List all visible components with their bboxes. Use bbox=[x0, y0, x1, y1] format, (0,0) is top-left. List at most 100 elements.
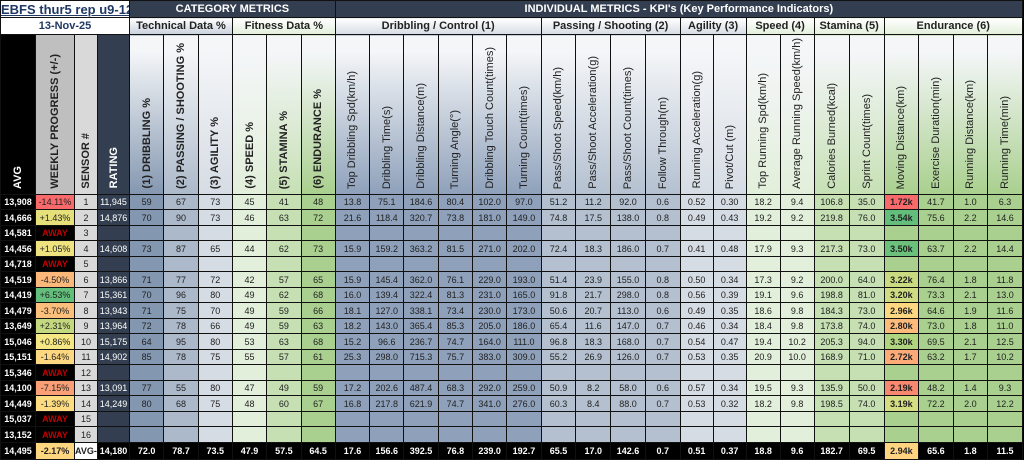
kpi-cell[interactable]: 12.5 bbox=[987, 333, 1023, 350]
kpi-cell[interactable]: 2.19k bbox=[883, 379, 920, 397]
kpi-cell[interactable]: 13.0 bbox=[987, 286, 1023, 304]
kpi-cell[interactable]: 41.7 bbox=[918, 193, 954, 211]
kpi-cell[interactable]: 12.2 bbox=[987, 395, 1023, 412]
kpi-cell[interactable]: 19.5 bbox=[745, 379, 781, 397]
group-header[interactable]: Fitness Data % bbox=[231, 17, 336, 35]
kpi-cell[interactable] bbox=[471, 426, 508, 443]
kpi-cell[interactable]: 0.51 bbox=[679, 441, 714, 460]
kpi-cell[interactable]: 271.0 bbox=[471, 240, 508, 257]
kpi-cell[interactable]: 15.9 bbox=[334, 271, 371, 288]
column-header[interactable]: RATING bbox=[96, 34, 131, 195]
group-header[interactable]: Speed (4) bbox=[745, 17, 815, 35]
kpi-cell[interactable] bbox=[506, 224, 542, 242]
kpi-cell[interactable]: 0.46 bbox=[679, 317, 714, 335]
category-score-cell[interactable] bbox=[129, 255, 165, 273]
kpi-cell[interactable]: 0.34 bbox=[712, 271, 747, 288]
rating-cell[interactable]: 13,964 bbox=[96, 317, 131, 335]
kpi-cell[interactable]: 186.0 bbox=[506, 317, 542, 335]
kpi-cell[interactable]: 76.1 bbox=[437, 271, 474, 288]
kpi-cell[interactable]: 16.0 bbox=[334, 286, 371, 304]
category-score-cell[interactable] bbox=[163, 224, 199, 242]
kpi-cell[interactable]: 17.9 bbox=[745, 240, 781, 257]
kpi-cell[interactable] bbox=[779, 224, 815, 242]
kpi-cell[interactable]: 8.4 bbox=[575, 395, 612, 412]
category-score-cell[interactable] bbox=[300, 410, 336, 428]
kpi-cell[interactable]: 156.6 bbox=[369, 441, 405, 460]
kpi-cell[interactable] bbox=[437, 224, 474, 242]
kpi-cell[interactable]: 11.8 bbox=[987, 271, 1023, 288]
sheet-title[interactable]: EBFS thur5 rep u9-12 bbox=[0, 0, 131, 18]
avg-cell[interactable]: 14,479 bbox=[0, 302, 36, 319]
category-score-cell[interactable] bbox=[163, 364, 199, 381]
sensor-cell[interactable]: 12 bbox=[74, 364, 98, 381]
kpi-cell[interactable]: 3.30k bbox=[883, 333, 920, 350]
sensor-cell[interactable]: 11 bbox=[74, 348, 98, 366]
kpi-cell[interactable]: 9.3 bbox=[779, 240, 815, 257]
kpi-cell[interactable] bbox=[437, 364, 474, 381]
kpi-cell[interactable]: 0.6 bbox=[644, 193, 681, 211]
kpi-cell[interactable]: 3.20k bbox=[883, 286, 920, 304]
category-score-cell[interactable] bbox=[163, 426, 199, 443]
kpi-cell[interactable]: 3.22k bbox=[883, 271, 920, 288]
weekly-progress-cell[interactable]: AWAY bbox=[35, 224, 75, 242]
kpi-cell[interactable]: 182.7 bbox=[813, 441, 850, 460]
kpi-cell[interactable] bbox=[712, 426, 747, 443]
kpi-cell[interactable] bbox=[575, 364, 612, 381]
column-header[interactable]: Sprint Count(times) bbox=[848, 34, 885, 195]
kpi-cell[interactable]: 1.72k bbox=[883, 193, 920, 211]
kpi-cell[interactable]: 8.2 bbox=[575, 379, 612, 397]
kpi-cell[interactable] bbox=[334, 410, 371, 428]
category-score-cell[interactable]: 64.5 bbox=[300, 441, 336, 460]
weekly-progress-cell[interactable]: -2.17% bbox=[35, 441, 75, 460]
kpi-cell[interactable]: 202.0 bbox=[506, 240, 542, 257]
sensor-cell[interactable]: 10 bbox=[74, 333, 98, 350]
kpi-cell[interactable]: 51.4 bbox=[540, 271, 577, 288]
category-score-cell[interactable] bbox=[197, 255, 233, 273]
kpi-cell[interactable] bbox=[813, 255, 850, 273]
kpi-cell[interactable] bbox=[644, 410, 681, 428]
kpi-cell[interactable]: 205.0 bbox=[471, 317, 508, 335]
kpi-cell[interactable]: 165.0 bbox=[506, 286, 542, 304]
category-score-cell[interactable]: 68 bbox=[300, 333, 336, 350]
weekly-progress-cell[interactable]: -1.39% bbox=[35, 395, 75, 412]
kpi-cell[interactable] bbox=[679, 410, 714, 428]
kpi-cell[interactable]: 200.0 bbox=[813, 271, 850, 288]
kpi-cell[interactable]: 68.3 bbox=[437, 379, 474, 397]
kpi-cell[interactable]: 17.2 bbox=[334, 379, 371, 397]
kpi-cell[interactable]: 76.0 bbox=[848, 209, 885, 226]
kpi-cell[interactable]: 18.2 bbox=[745, 193, 781, 211]
rating-cell[interactable] bbox=[96, 364, 131, 381]
category-score-cell[interactable] bbox=[300, 224, 336, 242]
kpi-cell[interactable]: 11.2 bbox=[575, 193, 612, 211]
kpi-cell[interactable]: 309.0 bbox=[506, 348, 542, 366]
column-header[interactable]: (3) AGILITY % bbox=[197, 34, 233, 195]
kpi-cell[interactable] bbox=[779, 364, 815, 381]
kpi-cell[interactable]: 11.6 bbox=[987, 302, 1023, 319]
individual-metrics-header[interactable]: INDIVIDUAL METRICS - KPI's (Key Performa… bbox=[334, 0, 1023, 18]
category-score-cell[interactable]: 57 bbox=[266, 271, 302, 288]
kpi-cell[interactable]: 138.0 bbox=[610, 209, 646, 226]
category-score-cell[interactable]: 47 bbox=[231, 379, 268, 397]
kpi-cell[interactable]: 18.3 bbox=[575, 240, 612, 257]
category-score-cell[interactable] bbox=[129, 426, 165, 443]
kpi-cell[interactable]: 73.8 bbox=[437, 209, 474, 226]
rating-cell[interactable] bbox=[96, 426, 131, 443]
kpi-cell[interactable]: 16.8 bbox=[334, 395, 371, 412]
column-header[interactable]: AVG bbox=[0, 34, 36, 195]
kpi-cell[interactable]: 17.6 bbox=[334, 441, 371, 460]
kpi-cell[interactable] bbox=[471, 255, 508, 273]
category-score-cell[interactable]: 44 bbox=[231, 240, 268, 257]
kpi-cell[interactable] bbox=[745, 255, 781, 273]
kpi-cell[interactable]: 55.2 bbox=[540, 348, 577, 366]
kpi-cell[interactable] bbox=[575, 255, 612, 273]
group-header[interactable]: Endurance (6) bbox=[883, 17, 1023, 35]
avg-cell[interactable]: 14,581 bbox=[0, 224, 36, 242]
kpi-cell[interactable]: 219.8 bbox=[813, 209, 850, 226]
kpi-cell[interactable]: 0.7 bbox=[644, 317, 681, 335]
weekly-progress-cell[interactable]: AWAY bbox=[35, 255, 75, 273]
kpi-cell[interactable]: 155.0 bbox=[610, 271, 646, 288]
column-header[interactable]: Average Running Speed(km/h) bbox=[779, 34, 815, 195]
avg-cell[interactable]: 13,908 bbox=[0, 193, 36, 211]
kpi-cell[interactable] bbox=[679, 426, 714, 443]
category-score-cell[interactable]: 73 bbox=[197, 209, 233, 226]
